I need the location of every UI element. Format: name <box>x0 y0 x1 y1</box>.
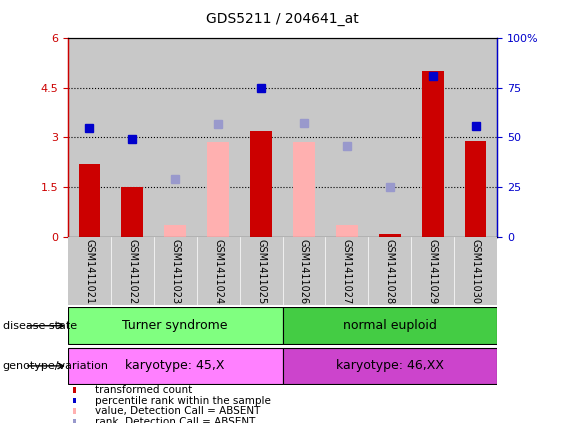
Bar <box>293 143 315 237</box>
Bar <box>68 308 282 344</box>
Bar <box>111 38 154 237</box>
Bar <box>68 237 111 305</box>
Text: GSM1411026: GSM1411026 <box>299 239 309 304</box>
Bar <box>454 38 497 237</box>
Text: value, Detection Call = ABSENT: value, Detection Call = ABSENT <box>95 406 260 416</box>
Text: Turner syndrome: Turner syndrome <box>123 319 228 332</box>
Bar <box>121 187 143 237</box>
Bar <box>325 237 368 305</box>
Text: GSM1411023: GSM1411023 <box>170 239 180 304</box>
Text: GSM1411029: GSM1411029 <box>428 239 438 304</box>
Bar <box>465 141 486 237</box>
Bar <box>336 225 358 237</box>
Text: genotype/variation: genotype/variation <box>3 361 109 371</box>
Text: GSM1411027: GSM1411027 <box>342 239 352 304</box>
Bar <box>368 237 411 305</box>
Bar <box>154 237 197 305</box>
Text: GSM1411021: GSM1411021 <box>84 239 94 304</box>
Text: GSM1411024: GSM1411024 <box>213 239 223 304</box>
Text: transformed count: transformed count <box>95 385 192 395</box>
Bar <box>422 71 444 237</box>
Text: GSM1411028: GSM1411028 <box>385 239 395 304</box>
Bar <box>411 237 454 305</box>
Text: GSM1411022: GSM1411022 <box>127 239 137 304</box>
Bar <box>282 348 497 384</box>
Bar <box>454 237 497 305</box>
Text: GDS5211 / 204641_at: GDS5211 / 204641_at <box>206 12 359 26</box>
Text: GSM1411030: GSM1411030 <box>471 239 481 304</box>
Bar <box>164 225 186 237</box>
Bar <box>282 237 325 305</box>
Bar <box>111 237 154 305</box>
Bar <box>282 308 497 344</box>
Text: rank, Detection Call = ABSENT: rank, Detection Call = ABSENT <box>95 417 255 423</box>
Bar <box>68 38 111 237</box>
Bar <box>240 38 282 237</box>
Bar <box>79 164 100 237</box>
Bar <box>250 131 272 237</box>
Bar <box>240 237 282 305</box>
Bar <box>282 38 325 237</box>
Bar <box>207 143 229 237</box>
Text: karyotype: 46,XX: karyotype: 46,XX <box>336 360 444 372</box>
Bar <box>154 38 197 237</box>
Text: normal euploid: normal euploid <box>343 319 437 332</box>
Text: GSM1411025: GSM1411025 <box>256 239 266 304</box>
Bar <box>379 233 401 237</box>
Text: disease state: disease state <box>3 321 77 331</box>
Bar <box>68 348 282 384</box>
Bar <box>197 237 240 305</box>
Bar <box>368 38 411 237</box>
Text: karyotype: 45,X: karyotype: 45,X <box>125 360 225 372</box>
Text: percentile rank within the sample: percentile rank within the sample <box>95 396 271 406</box>
Bar <box>411 38 454 237</box>
Bar <box>325 38 368 237</box>
Bar <box>197 38 240 237</box>
